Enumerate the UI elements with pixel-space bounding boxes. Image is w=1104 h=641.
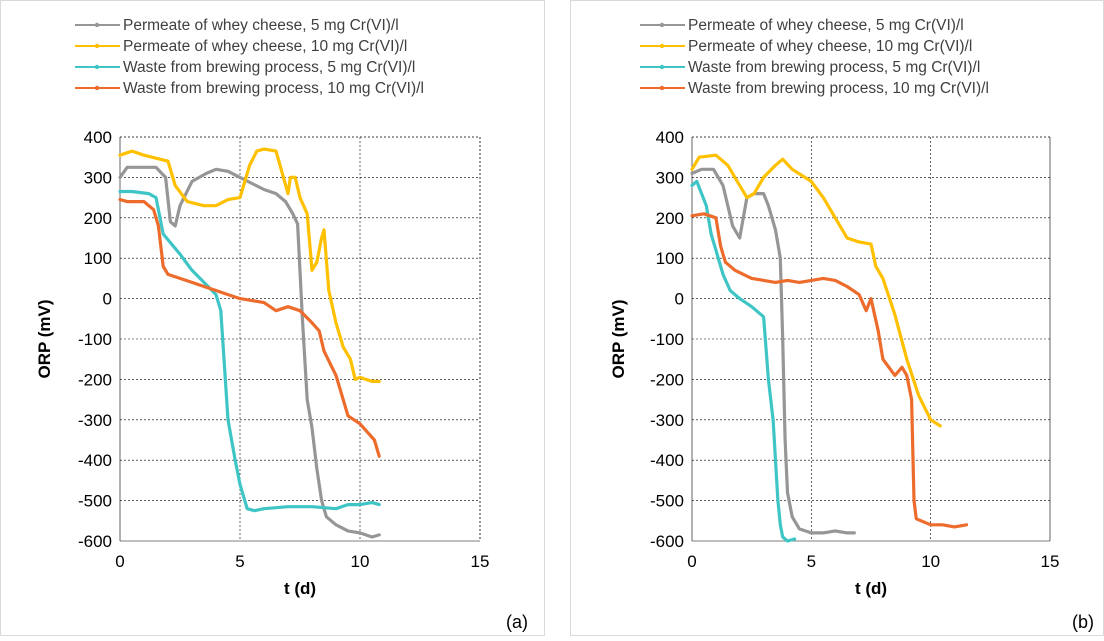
y-tick-label: 300 [84, 168, 112, 187]
panel-a-label: (a) [506, 612, 528, 632]
y-tick-label: -300 [650, 411, 684, 430]
chart-b-svg: Permeate of whey cheese, 5 mg Cr(VI)/l Pe… [570, 0, 1104, 636]
y-axis-title: ORP (mV) [609, 299, 628, 378]
y-tick-label: 0 [675, 290, 684, 309]
legend-label: Permeate of whey cheese, 5 mg Cr(VI)/l [688, 17, 964, 34]
x-tick-label: 5 [235, 552, 244, 571]
legend-marker [659, 43, 665, 49]
plot-area [119, 136, 481, 542]
y-tick-label: -600 [650, 532, 684, 551]
plot-area [691, 136, 1051, 542]
y-tick-label: 200 [656, 209, 684, 228]
chart-a-svg: Permeate of whey cheese, 5 mg Cr(VI)/l Pe… [0, 0, 545, 636]
series-line-2 [690, 153, 942, 428]
x-axis-title: t (d) [855, 579, 887, 598]
legend-marker [94, 22, 100, 28]
y-tick-label: -100 [78, 330, 112, 349]
chart-panel-b: Permeate of whey cheese, 5 mg Cr(VI)/l Pe… [570, 0, 1104, 638]
legend-marker [94, 85, 100, 91]
legend-label: Waste from brewing process, 5 mg Cr(VI)/… [688, 59, 980, 76]
series-line-4 [118, 198, 381, 458]
y-tick-label: 400 [84, 128, 112, 147]
legend-label: Waste from brewing process, 10 mg Cr(VI)… [123, 80, 424, 97]
x-tick-label: 10 [921, 552, 940, 571]
series-line-1 [690, 167, 856, 535]
legend-marker [94, 64, 100, 70]
y-tick-label: -300 [78, 411, 112, 430]
y-tick-label: 300 [656, 168, 684, 187]
y-tick-label: 100 [656, 249, 684, 268]
y-tick-label: 400 [656, 128, 684, 147]
legend-label: Waste from brewing process, 5 mg Cr(VI)/… [123, 59, 415, 76]
y-axis-title: ORP (mV) [35, 299, 54, 378]
series-line-4 [690, 212, 969, 529]
series-line-3 [690, 179, 797, 543]
y-tick-label: 100 [84, 249, 112, 268]
x-tick-label: 5 [807, 552, 816, 571]
y-tick-label: 0 [103, 290, 112, 309]
legend-label: Waste from brewing process, 10 mg Cr(VI)… [688, 80, 989, 97]
y-tick-label: -600 [78, 532, 112, 551]
y-tick-label: -200 [650, 370, 684, 389]
series-line-2 [118, 147, 381, 383]
chart-panel-a: Permeate of whey cheese, 5 mg Cr(VI)/l Pe… [0, 0, 545, 638]
y-tick-label: -400 [78, 451, 112, 470]
y-tick-label: -200 [78, 370, 112, 389]
chart-frame [0, 0, 545, 636]
y-tick-label: -500 [650, 492, 684, 511]
x-tick-label: 0 [115, 552, 124, 571]
series-line-3 [118, 189, 381, 513]
y-tick-label: -100 [650, 330, 684, 349]
legend-label: Permeate of whey cheese, 5 mg Cr(VI)/l [123, 17, 399, 34]
legend-marker [659, 64, 665, 70]
legend-marker [659, 85, 665, 91]
series-line-1 [118, 165, 381, 539]
x-tick-label: 10 [351, 552, 370, 571]
x-tick-label: 15 [471, 552, 490, 571]
y-tick-label: 200 [84, 209, 112, 228]
x-tick-label: 15 [1041, 552, 1060, 571]
legend-label: Permeate of whey cheese, 10 mg Cr(VI)/l [123, 38, 407, 55]
y-tick-label: -500 [78, 492, 112, 511]
x-axis-title: t (d) [284, 579, 316, 598]
x-tick-label: 0 [687, 552, 696, 571]
legend-marker [94, 43, 100, 49]
panel-b-label: (b) [1072, 612, 1094, 632]
y-tick-label: -400 [650, 451, 684, 470]
legend-label: Permeate of whey cheese, 10 mg Cr(VI)/l [688, 38, 972, 55]
legend-marker [659, 22, 665, 28]
